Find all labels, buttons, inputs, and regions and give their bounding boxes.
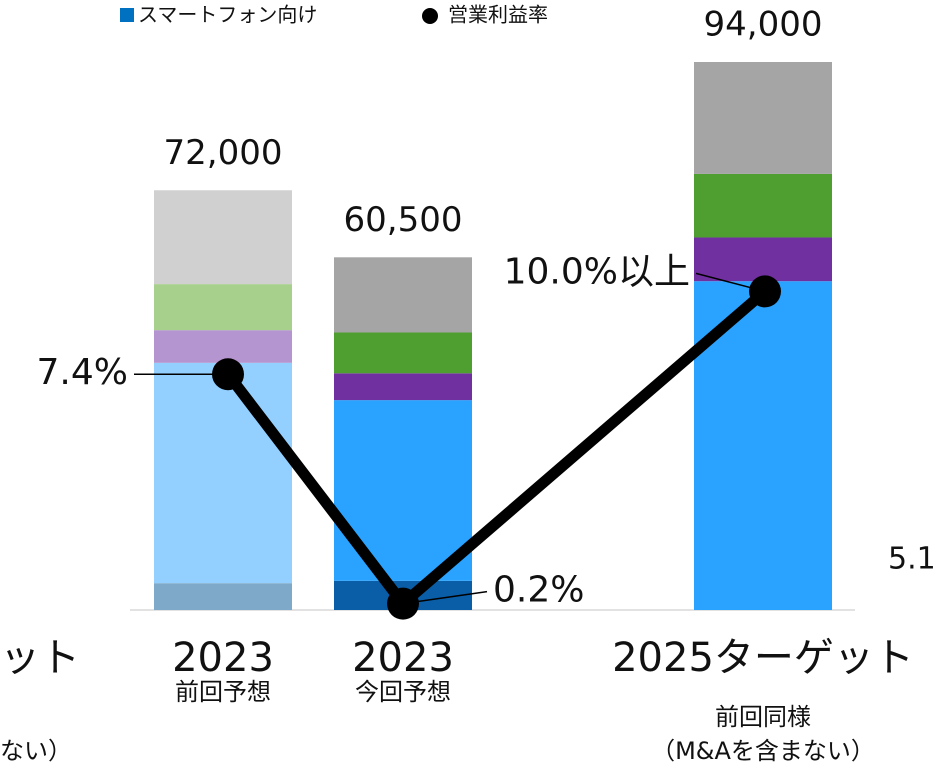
legend-swatch [120,8,134,22]
bar-segment [154,330,292,363]
legend-marker [422,8,438,24]
total-label: 94,000 [704,5,823,45]
bar-segment [334,400,472,581]
leader-line [695,272,766,293]
legend-label: 営業利益率 [448,3,548,27]
cropped-label: 5.1 [888,542,936,577]
bar-segment [154,583,292,610]
category-note: 今回予想 [355,678,451,706]
leader-line [402,590,488,605]
bar-segment [694,173,832,238]
bar-segment [334,332,472,374]
category-note: 前回同様 [715,703,811,731]
margin-line [223,287,769,610]
bar-segment [154,284,292,331]
bar-segment [154,362,292,584]
cropped-label: ット [0,635,80,681]
total-label: 60,500 [344,200,463,240]
legend-label: スマートフォン向け [138,3,317,27]
bar-segment [334,257,472,333]
bar-segment [694,62,832,174]
category-label: 2025ターゲット [612,635,914,681]
category-label: 2023 [352,635,454,681]
bar-segment [154,190,292,285]
category-note: （M&Aを含まない） [651,737,875,765]
margin-label: 10.0%以上 [504,251,690,292]
cropped-label: ない） [0,737,72,765]
category-label: 2023 [172,635,274,681]
bar-segment [334,373,472,401]
margin-label: 0.2% [493,570,584,611]
margin-label: 7.4% [37,352,128,393]
total-label: 72,000 [164,133,283,173]
category-note: 前回予想 [175,678,271,706]
bar-segment [694,237,832,282]
